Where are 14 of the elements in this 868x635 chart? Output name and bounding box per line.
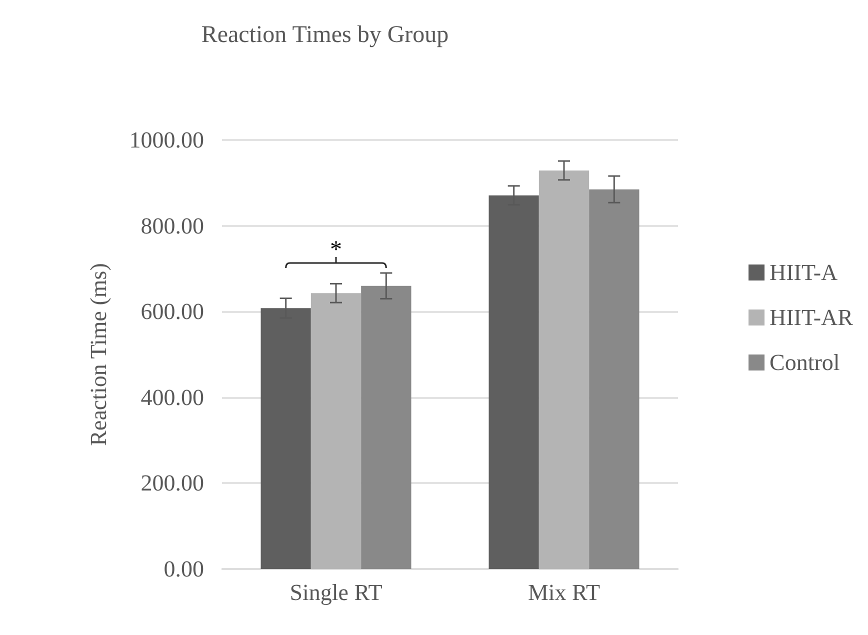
y-tick-label: 0.00 [164,556,204,582]
annotation: * [330,236,342,263]
y-tick-label: 800.00 [140,213,204,238]
y-tick-label: 600.00 [140,299,204,324]
legend-label: Control [770,350,840,375]
x-tick-label: Mix RT [528,580,600,605]
y-tick-label: 200.00 [140,470,204,496]
chart-title: Reaction Times by Group [201,22,449,48]
legend-label: HIIT-A [770,260,838,285]
y-axis-title: Reaction Time (ms) [86,263,111,446]
legend-label: HIIT-AR [770,305,854,330]
y-tick-label: 1000.00 [129,128,204,152]
y-tick-label: 400.00 [140,384,204,410]
x-tick-label: Single RT [290,580,382,605]
